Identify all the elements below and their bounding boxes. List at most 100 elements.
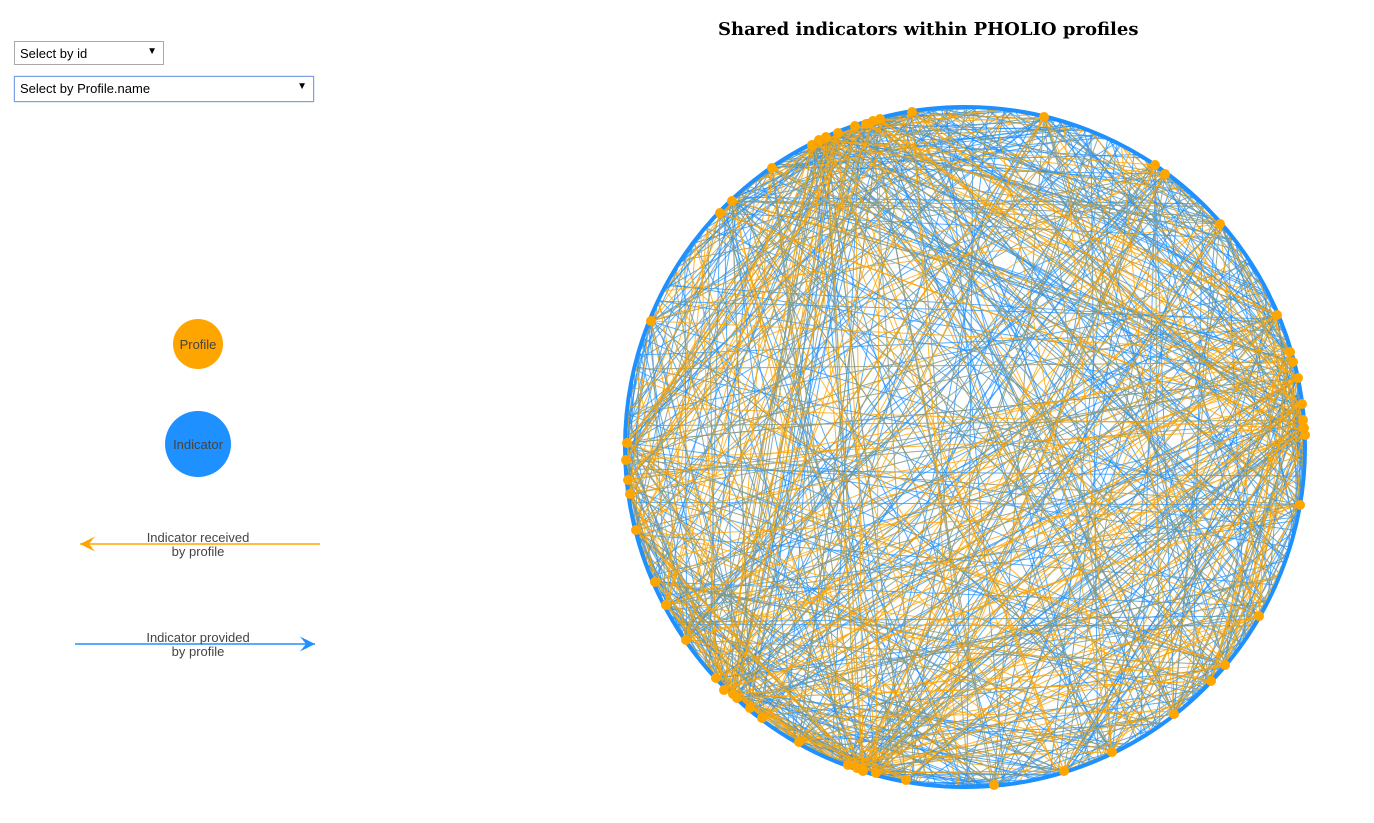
edge bbox=[905, 427, 1305, 781]
profile-node[interactable] bbox=[621, 455, 631, 465]
edge bbox=[629, 111, 913, 495]
profile-node[interactable] bbox=[1288, 357, 1298, 367]
profile-node[interactable] bbox=[1298, 415, 1308, 425]
profile-node[interactable] bbox=[711, 673, 721, 683]
edge bbox=[706, 314, 1278, 666]
profile-node[interactable] bbox=[850, 121, 860, 131]
profile-node[interactable] bbox=[661, 600, 671, 610]
edge bbox=[736, 576, 1278, 699]
edge bbox=[847, 713, 1175, 766]
profile-node[interactable] bbox=[989, 780, 999, 790]
profile-node[interactable] bbox=[732, 693, 742, 703]
edge bbox=[626, 314, 1278, 444]
profile-node[interactable] bbox=[625, 489, 635, 499]
profile-node[interactable] bbox=[622, 438, 632, 448]
edge bbox=[785, 403, 1303, 734]
edge bbox=[798, 403, 1303, 743]
edge bbox=[872, 110, 998, 122]
profile-node[interactable] bbox=[1169, 709, 1179, 719]
edge bbox=[945, 769, 1065, 785]
profile-node[interactable] bbox=[1206, 676, 1216, 686]
edge bbox=[1239, 250, 1304, 421]
edge bbox=[650, 200, 733, 322]
edge bbox=[854, 116, 1045, 127]
edge bbox=[650, 116, 1045, 322]
edge bbox=[749, 125, 856, 709]
profile-node[interactable] bbox=[745, 703, 755, 713]
profile-node[interactable] bbox=[907, 107, 917, 117]
edge bbox=[847, 377, 1299, 766]
edge bbox=[664, 600, 1212, 682]
edge bbox=[879, 118, 1304, 456]
edge bbox=[875, 770, 1065, 774]
profile-node[interactable] bbox=[1297, 399, 1307, 409]
edge bbox=[700, 235, 717, 679]
profile-node[interactable] bbox=[1300, 430, 1310, 440]
select-by-id-label: Select by id bbox=[20, 46, 88, 61]
profile-node[interactable] bbox=[901, 775, 911, 785]
profile-node[interactable] bbox=[1215, 219, 1225, 229]
edge bbox=[771, 167, 959, 786]
profile-node[interactable] bbox=[1160, 169, 1170, 179]
profile-node[interactable] bbox=[623, 475, 633, 485]
profile-node[interactable] bbox=[875, 114, 885, 124]
edge bbox=[627, 479, 1226, 666]
edge bbox=[1224, 434, 1306, 666]
profile-node[interactable] bbox=[1295, 500, 1305, 510]
edge bbox=[665, 604, 800, 743]
profile-node[interactable] bbox=[1107, 747, 1117, 757]
edge bbox=[635, 356, 640, 531]
profile-node[interactable] bbox=[1150, 160, 1160, 170]
edge bbox=[626, 117, 889, 444]
profile-node[interactable] bbox=[1285, 347, 1295, 357]
profile-node[interactable] bbox=[681, 635, 691, 645]
edge bbox=[872, 114, 1030, 122]
profile-node[interactable] bbox=[715, 208, 725, 218]
profile-node[interactable] bbox=[843, 760, 853, 770]
profile-node[interactable] bbox=[1220, 660, 1230, 670]
select-by-profile-name-dropdown[interactable]: Select by Profile.name ▼ bbox=[14, 76, 314, 102]
edge bbox=[1063, 419, 1304, 771]
edge bbox=[685, 434, 1306, 641]
legend-indicator-node bbox=[165, 411, 231, 477]
edge bbox=[678, 361, 1294, 628]
profile-node[interactable] bbox=[794, 737, 804, 747]
profile-node[interactable] bbox=[767, 163, 777, 173]
profile-node[interactable] bbox=[833, 128, 843, 138]
edge bbox=[1210, 377, 1299, 682]
edge bbox=[875, 419, 1304, 774]
edge bbox=[771, 167, 864, 772]
profile-node[interactable] bbox=[727, 196, 737, 206]
edge bbox=[626, 442, 631, 495]
legend-profile-label: Profile bbox=[180, 337, 217, 352]
edge bbox=[1059, 122, 1299, 379]
profile-node[interactable] bbox=[757, 713, 767, 723]
edge bbox=[854, 125, 1305, 429]
edge bbox=[654, 314, 1278, 583]
edge bbox=[879, 118, 1166, 175]
profile-node[interactable] bbox=[631, 525, 641, 535]
profile-node[interactable] bbox=[858, 766, 868, 776]
profile-node[interactable] bbox=[650, 577, 660, 587]
edge bbox=[798, 227, 1223, 743]
profile-node[interactable] bbox=[814, 135, 824, 145]
edge bbox=[825, 136, 1065, 772]
edge bbox=[639, 537, 995, 786]
profile-node[interactable] bbox=[1293, 373, 1303, 383]
edge bbox=[675, 272, 858, 769]
profile-node[interactable] bbox=[646, 316, 656, 326]
profile-node[interactable] bbox=[1272, 310, 1282, 320]
edge bbox=[627, 357, 1292, 481]
profile-node[interactable] bbox=[1039, 112, 1049, 122]
profile-node[interactable] bbox=[871, 768, 881, 778]
edge bbox=[1246, 377, 1299, 634]
profile-node[interactable] bbox=[719, 685, 729, 695]
edge bbox=[723, 351, 1291, 691]
profile-node[interactable] bbox=[1254, 611, 1264, 621]
edge bbox=[1043, 116, 1113, 753]
edge bbox=[675, 271, 1175, 715]
profile-node[interactable] bbox=[1059, 766, 1069, 776]
select-by-id-dropdown[interactable]: Select by id ▼ bbox=[14, 41, 164, 65]
edge bbox=[856, 703, 1185, 769]
profile-node[interactable] bbox=[807, 140, 817, 150]
